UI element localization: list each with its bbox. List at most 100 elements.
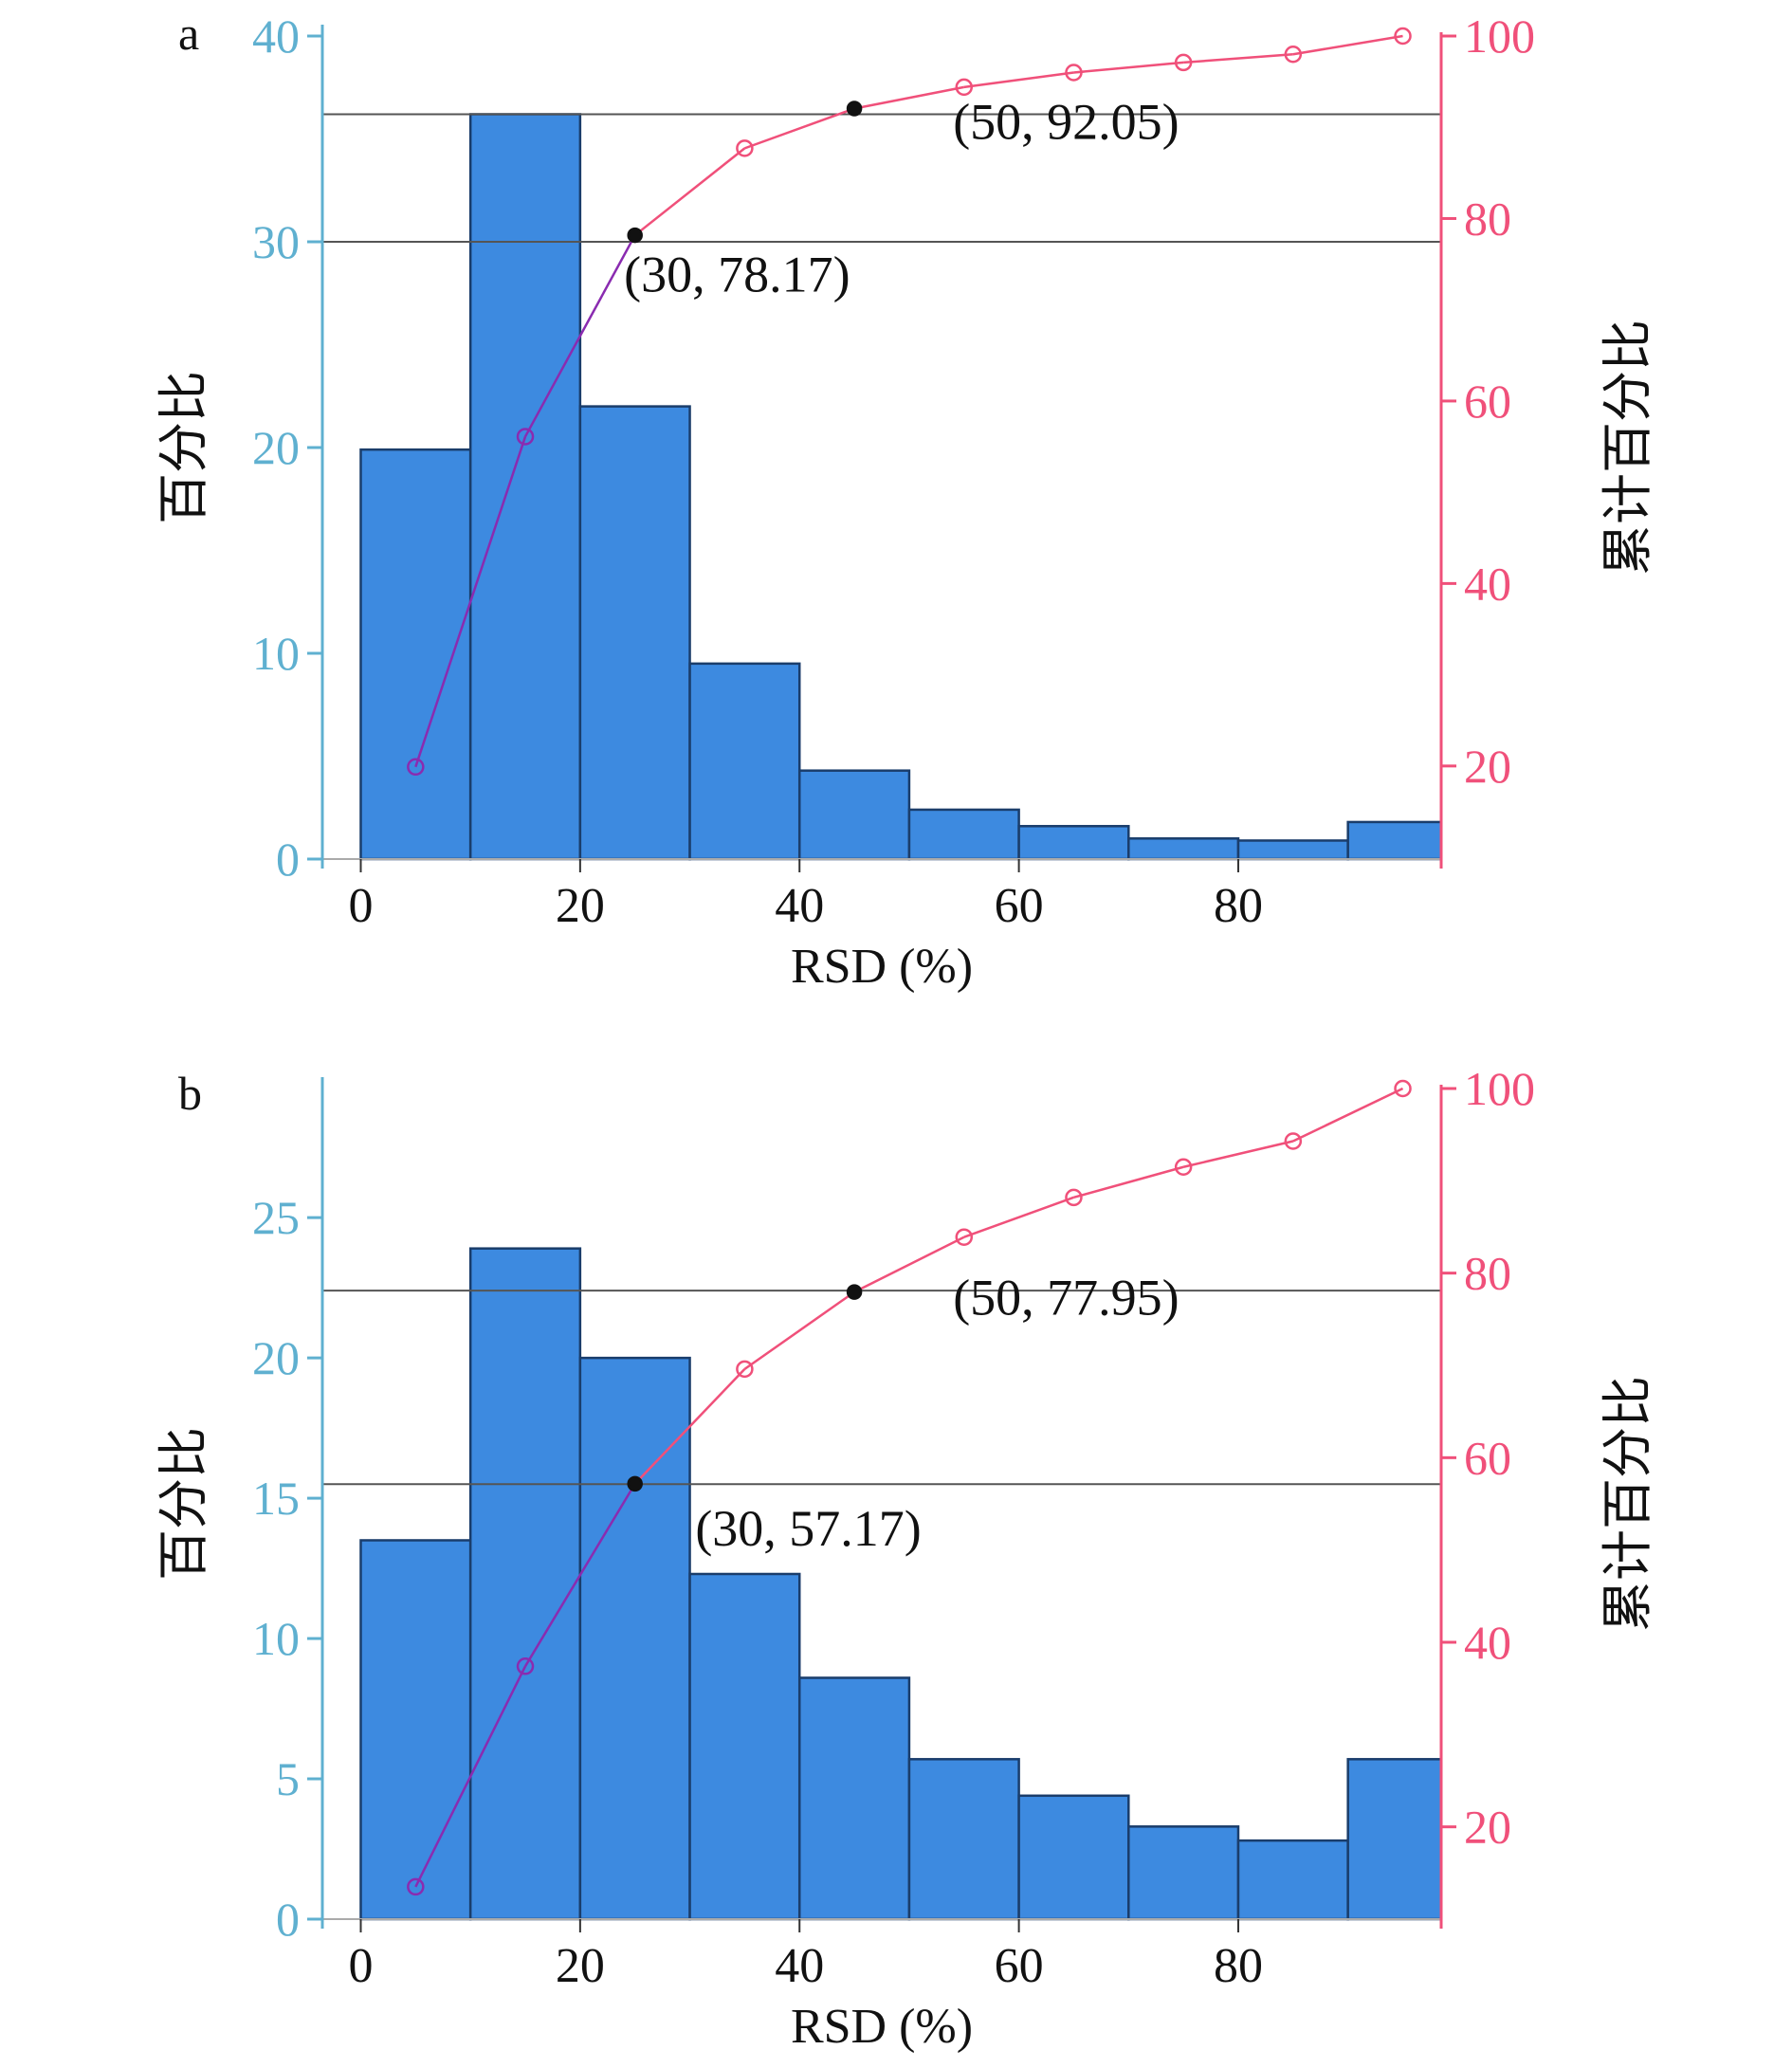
cumulative-point bbox=[1174, 1158, 1193, 1176]
point-annotation: (30, 78.17) bbox=[624, 246, 850, 302]
left-y-tick-label: 20 bbox=[252, 421, 300, 474]
cumulative-point bbox=[1065, 64, 1083, 82]
right-y-tick-label: 100 bbox=[1464, 1062, 1535, 1115]
cumulative-line-segment bbox=[963, 71, 1074, 89]
histogram-bar bbox=[907, 1758, 1020, 1921]
cumulative-line-segment bbox=[853, 1235, 965, 1293]
right-y-axis-label: 累计百分比 bbox=[1600, 320, 1656, 576]
histogram-bar bbox=[468, 113, 582, 861]
cumulative-line-segment bbox=[1292, 1087, 1404, 1143]
histogram-bar bbox=[1346, 1758, 1443, 1921]
left-y-tick-label: 0 bbox=[276, 833, 300, 886]
cumulative-line-segment bbox=[743, 1290, 855, 1370]
cumulative-point bbox=[1394, 1079, 1412, 1098]
left-y-axis-label: 百分比 bbox=[155, 371, 212, 524]
point-annotation: (50, 92.05) bbox=[953, 94, 1179, 151]
cumulative-highlight-point bbox=[627, 227, 643, 244]
left-y-tick-label: 10 bbox=[252, 1612, 300, 1665]
histogram-bar bbox=[797, 1676, 911, 1921]
histogram-bar bbox=[468, 1247, 582, 1921]
cumulative-point bbox=[736, 139, 754, 157]
right-y-tick-label: 100 bbox=[1464, 9, 1535, 63]
x-tick-label: 0 bbox=[348, 1939, 373, 1993]
x-tick-label: 60 bbox=[995, 1939, 1044, 1993]
right-y-tick-label: 40 bbox=[1464, 1616, 1511, 1669]
x-axis-label: RSD (%) bbox=[791, 940, 973, 994]
cumulative-line-segment bbox=[1292, 34, 1403, 56]
x-tick-label: 0 bbox=[348, 879, 373, 933]
cumulative-highlight-point bbox=[846, 101, 863, 117]
histogram-bar bbox=[1236, 839, 1349, 861]
panel-label: a bbox=[178, 7, 199, 60]
cumulative-point bbox=[516, 1657, 535, 1675]
x-tick-label: 40 bbox=[775, 879, 824, 933]
histogram-bar bbox=[578, 405, 691, 861]
cumulative-point bbox=[1065, 1188, 1083, 1207]
histogram-bar bbox=[797, 769, 911, 861]
x-tick-label: 20 bbox=[556, 879, 605, 933]
left-y-tick-label: 40 bbox=[252, 9, 300, 63]
right-y-axis-label: 累计百分比 bbox=[1600, 1376, 1656, 1632]
panel-a: a 0 10 20 30 40 20 40 60 80 100 0 20 40 60 80 RSD (%) 百分比… bbox=[155, 7, 1656, 994]
cumulative-line-segment bbox=[963, 1196, 1074, 1238]
left-y-tick-label: 0 bbox=[276, 1893, 300, 1946]
cumulative-line-segment bbox=[1183, 52, 1293, 64]
histogram-bar bbox=[1127, 837, 1240, 861]
cumulative-point bbox=[1174, 53, 1193, 72]
histogram-bar bbox=[359, 1539, 472, 1921]
histogram-bar bbox=[688, 1572, 801, 1921]
left-y-tick-label: 10 bbox=[252, 627, 300, 680]
cumulative-line-segment bbox=[853, 85, 965, 110]
histogram-bar bbox=[907, 808, 1020, 861]
left-y-tick-label: 30 bbox=[252, 215, 300, 268]
cumulative-point bbox=[1284, 1132, 1303, 1150]
cumulative-point bbox=[736, 1360, 754, 1379]
cumulative-line-segment bbox=[633, 147, 746, 237]
cumulative-line-segment bbox=[1073, 61, 1184, 74]
cumulative-point bbox=[407, 1877, 425, 1896]
cumulative-line-segment bbox=[1182, 1140, 1294, 1168]
left-y-tick-label: 20 bbox=[252, 1331, 300, 1384]
cumulative-highlight-point bbox=[846, 1284, 863, 1300]
x-tick-label: 60 bbox=[995, 879, 1044, 933]
left-y-tick-label: 25 bbox=[252, 1191, 300, 1244]
cumulative-line-segment bbox=[633, 1368, 746, 1485]
x-tick-label: 20 bbox=[556, 1939, 605, 1993]
histogram-bar bbox=[1346, 820, 1443, 861]
left-y-tick-label: 5 bbox=[276, 1752, 300, 1805]
right-y-tick-label: 60 bbox=[1464, 375, 1511, 428]
panel-label: b bbox=[178, 1067, 202, 1120]
x-tick-label: 80 bbox=[1214, 1939, 1263, 1993]
cumulative-line-segment bbox=[414, 436, 527, 768]
cumulative-highlight-point bbox=[627, 1475, 643, 1492]
histogram-bar bbox=[1017, 825, 1130, 861]
cumulative-point bbox=[955, 78, 974, 97]
cumulative-point bbox=[955, 1228, 974, 1246]
histogram-bar bbox=[1017, 1794, 1130, 1921]
cumulative-line-segment bbox=[523, 1483, 636, 1667]
histogram-bar bbox=[1236, 1839, 1349, 1921]
histogram-bar bbox=[688, 662, 801, 861]
cumulative-point bbox=[407, 758, 425, 777]
cumulative-point bbox=[1284, 45, 1303, 64]
x-tick-label: 40 bbox=[775, 1939, 824, 1993]
right-y-tick-label: 60 bbox=[1464, 1431, 1511, 1484]
cumulative-line-segment bbox=[1073, 1165, 1184, 1199]
left-y-tick-label: 15 bbox=[252, 1472, 300, 1525]
right-y-tick-label: 80 bbox=[1464, 1247, 1511, 1300]
right-y-tick-label: 80 bbox=[1464, 192, 1511, 245]
cumulative-line-segment bbox=[414, 1665, 527, 1888]
cumulative-point bbox=[1394, 27, 1412, 46]
point-annotation: (30, 57.17) bbox=[695, 1500, 921, 1557]
histogram-bar bbox=[578, 1356, 691, 1921]
cumulative-point bbox=[516, 428, 535, 446]
cumulative-line-segment bbox=[523, 234, 636, 438]
cumulative-line-segment bbox=[743, 107, 855, 150]
panel-b: b 0 5 10 15 20 25 20 40 60 80 100 0 20 40 60 80 RSD (%) 百分… bbox=[155, 1062, 1656, 2054]
left-y-axis-label: 百分比 bbox=[155, 1427, 212, 1581]
right-y-tick-label: 40 bbox=[1464, 557, 1511, 610]
histogram-bar bbox=[1127, 1825, 1240, 1921]
x-axis-label: RSD (%) bbox=[791, 2000, 973, 2054]
right-y-tick-label: 20 bbox=[1464, 740, 1511, 793]
